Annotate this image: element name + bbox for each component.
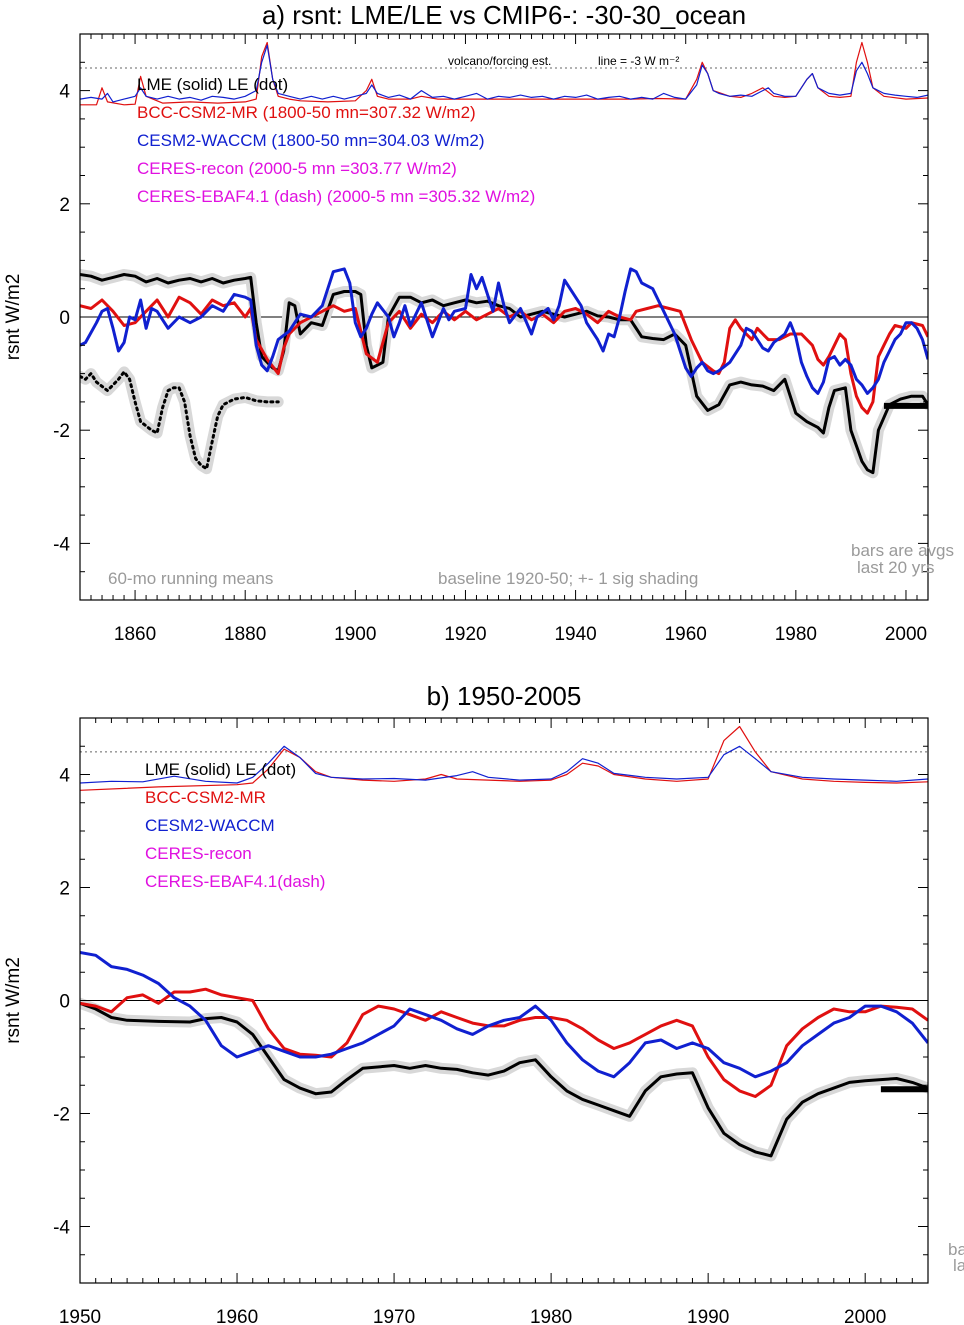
x-tick-label: 1980 <box>775 624 817 645</box>
series-line-cesm2-waccm <box>80 951 928 1079</box>
running-mean-note: 60-mo running means <box>108 569 273 588</box>
x-tick-label: 2000 <box>885 624 927 645</box>
bars-note-2: la <box>953 1256 964 1275</box>
bars-note: ba <box>948 1240 964 1259</box>
plot-area <box>80 725 928 1162</box>
y-axis-label: rsnt W/m2 <box>3 274 24 361</box>
y-tick-label: 2 <box>59 195 70 216</box>
legend-entry: CERES-EBAF4.1 (dash) (2000-5 mn =305.32 … <box>137 187 535 206</box>
plot-area <box>80 41 928 479</box>
legend-entry: BCC-CSM2-MR <box>145 788 266 807</box>
x-tick-label: 1950 <box>59 1307 101 1325</box>
bars-note-2: last 20 yrs <box>857 558 934 577</box>
x-tick-label: 1970 <box>373 1307 415 1325</box>
series-line-volcano-blue <box>80 745 928 784</box>
series-line-le <box>80 370 280 471</box>
legend-entry: CERES-EBAF4.1(dash) <box>145 872 325 891</box>
legend-entry: LME (solid) LE (dot) <box>145 760 296 779</box>
series-line-volcano-blue <box>80 44 928 103</box>
series-line-bcc-csm2-mr <box>80 295 928 415</box>
legend-entry: LME (solid) LE (dot) <box>137 75 288 94</box>
y-tick-label: 0 <box>59 992 70 1013</box>
panel-b: b) 1950-2005 rsnt W/m2 1950 1960 1970 1980 199… <box>3 681 964 1325</box>
y-tick-label: 0 <box>59 308 70 329</box>
series-line-lme <box>80 273 928 475</box>
x-tick-label: 1900 <box>334 624 376 645</box>
line-annotation: line = -3 W m⁻² <box>598 54 679 68</box>
x-tick-label: 1990 <box>687 1307 729 1325</box>
y-tick-label: 2 <box>59 879 70 900</box>
legend-entry: BCC-CSM2-MR (1800-50 mn=307.32 W/m2) <box>137 103 476 122</box>
x-tick-label: 1880 <box>224 624 266 645</box>
legend-entry: CERES-recon (2000-5 mn =303.77 W/m2) <box>137 159 457 178</box>
y-tick-label: -2 <box>53 1105 70 1126</box>
chart-title: a) rsnt: LME/LE vs CMIP6-: -30-30_ocean <box>262 0 746 30</box>
legend-entry: CESM2-WACCM (1800-50 mn=304.03 W/m2) <box>137 131 485 150</box>
x-tick-label: 1920 <box>444 624 486 645</box>
x-tick-label: 1960 <box>665 624 707 645</box>
y-tick-label: -4 <box>53 534 70 555</box>
baseline-note: baseline 1920-50; +- 1 sig shading <box>438 569 698 588</box>
panel-a: a) rsnt: LME/LE vs CMIP6-: -30-30_oceanr… <box>3 0 954 645</box>
y-axis-label: rsnt W/m2 <box>3 957 24 1044</box>
volcano-annotation: volcano/forcing est. <box>448 54 551 68</box>
series-line-lme <box>80 1001 928 1158</box>
x-tick-label: 1860 <box>114 624 156 645</box>
x-tick-label: 1960 <box>216 1307 258 1325</box>
legend-entry: CESM2-WACCM <box>145 816 275 835</box>
bars-note: bars are avgs <box>851 541 954 560</box>
y-tick-label: 4 <box>59 766 70 787</box>
x-tick-label: 1980 <box>530 1307 572 1325</box>
chart-title: b) 1950-2005 <box>427 681 582 711</box>
series-line-cesm2-waccm <box>80 267 928 395</box>
series-line-volcano-red <box>80 725 928 791</box>
y-tick-label: -4 <box>53 1218 70 1239</box>
series-line-volcano-red <box>80 41 928 106</box>
x-tick-label: 2000 <box>844 1307 886 1325</box>
x-tick-label: 1940 <box>554 624 596 645</box>
legend-entry: CERES-recon <box>145 844 252 863</box>
y-tick-label: 4 <box>59 82 70 103</box>
series-line-bcc-csm2-mr <box>80 987 928 1098</box>
y-tick-label: -2 <box>53 421 70 442</box>
